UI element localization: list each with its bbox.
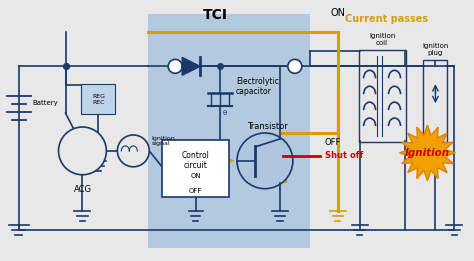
Polygon shape: [182, 57, 200, 75]
Polygon shape: [400, 125, 456, 181]
Text: OFF: OFF: [325, 138, 341, 147]
Text: OFF: OFF: [189, 188, 202, 194]
Text: Electrolytic
capacitor: Electrolytic capacitor: [236, 76, 279, 96]
Text: ACG: ACG: [73, 185, 91, 194]
FancyBboxPatch shape: [82, 84, 115, 114]
Text: Ignition
signal: Ignition signal: [151, 135, 175, 146]
Text: Shut off: Shut off: [325, 151, 363, 160]
FancyBboxPatch shape: [162, 140, 229, 197]
Circle shape: [288, 60, 302, 73]
Text: Ignition
coil: Ignition coil: [369, 33, 395, 46]
Circle shape: [168, 60, 182, 73]
Text: Ignition
plug: Ignition plug: [422, 43, 448, 56]
Text: TCI: TCI: [202, 8, 228, 22]
Text: Control
circuit: Control circuit: [182, 151, 210, 170]
Circle shape: [237, 133, 293, 189]
Text: θ: θ: [223, 110, 228, 116]
Text: Transistor: Transistor: [247, 122, 288, 131]
Circle shape: [58, 127, 106, 175]
Text: ON: ON: [330, 8, 345, 18]
Text: ON: ON: [190, 173, 201, 179]
Text: Current passes: Current passes: [345, 14, 428, 24]
Text: REG
REC: REG REC: [92, 94, 105, 105]
Bar: [148, 14, 310, 248]
Text: Battery: Battery: [33, 100, 58, 106]
Text: Ignition: Ignition: [405, 148, 450, 158]
Circle shape: [118, 135, 149, 167]
